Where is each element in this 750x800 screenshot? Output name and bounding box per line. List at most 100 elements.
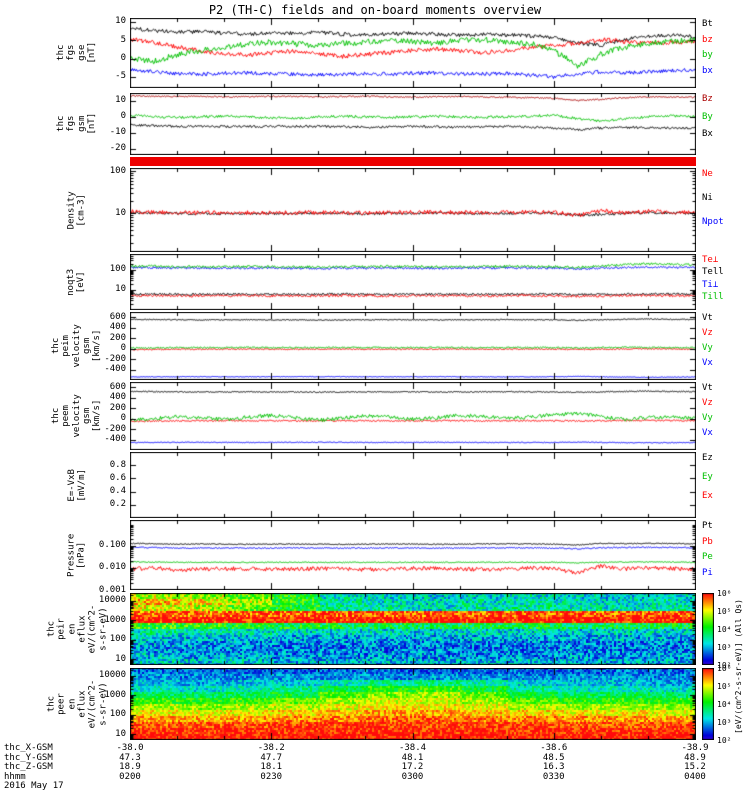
- peir-spec-ytick-10000: 10000: [98, 595, 126, 606]
- efield-trace-label-Ex: Ex: [702, 490, 713, 501]
- axis-value-hhmm-1: 0230: [260, 771, 283, 782]
- efield-trace-label-Ez: Ez: [702, 453, 713, 463]
- pressure-ytick-0.001: 0.001: [98, 584, 126, 595]
- axis-value-thc_Z-GSM-1: 18.1: [260, 762, 283, 772]
- peer-spec-canvas: [130, 668, 696, 740]
- axis-value-thc_Y-GSM-2: 48.1: [401, 752, 424, 763]
- peir-spec-colorbar-tick-4: 10²: [717, 661, 732, 670]
- peer-spec-colorbar: [702, 668, 714, 740]
- panel-peer-spec: [130, 668, 696, 740]
- peim-velocity-ytick--400: -400: [104, 364, 126, 375]
- efield-ytick-0.2: 0.2: [109, 499, 126, 510]
- density-trace-label-Ne: Ne: [702, 169, 713, 179]
- peim-velocity-ytick-400: 400: [109, 322, 126, 333]
- temps-trace-label-Ti⊥: Ti⊥: [702, 279, 719, 290]
- peer-spec-ytick-10000: 10000: [98, 670, 126, 681]
- axis-row-label-hhmm: hhmm: [4, 771, 26, 782]
- peer-spec-ytick-10: 10: [115, 728, 126, 739]
- peer-spec-colorbar-tick-2: 10⁴: [717, 700, 732, 709]
- axis-value-hhmm-0: 0200: [119, 771, 141, 782]
- panel-peim-velocity: [130, 312, 696, 380]
- peem-velocity-trace-label-Vx: Vx: [702, 428, 713, 439]
- fgs-gse-ytick--5: -5: [115, 71, 126, 82]
- fgs-gse-ytick-10: 10: [115, 16, 126, 27]
- peir-spec-colorbar-tick-2: 10⁴: [717, 625, 732, 634]
- peir-spec-colorbar-tick-1: 10⁵: [717, 607, 732, 616]
- pressure-ytick-0.010: 0.010: [98, 562, 126, 573]
- fgs-gse-trace-label-bx: bx: [702, 65, 713, 76]
- peim-velocity-trace-label-Vx: Vx: [702, 358, 713, 369]
- temps-ytick-100: 100: [109, 264, 126, 275]
- temps-trace-label-Te⊥: Te⊥: [702, 255, 719, 265]
- peim-velocity-ytick-200: 200: [109, 332, 126, 343]
- axis-value-thc_X-GSM-3: -38.6: [540, 743, 568, 753]
- fgs-gse-ytick-5: 5: [120, 34, 126, 45]
- temps-axis-title: noqt3 [eV]: [28, 254, 126, 310]
- efield-canvas: [130, 452, 696, 518]
- temps-trace-label-Till: Till: [702, 292, 724, 303]
- fgs-gsm-trace-label-Bx: Bx: [702, 129, 713, 140]
- axis-value-hhmm-3: 0330: [542, 771, 565, 782]
- axis-value-thc_Z-GSM-2: 17.2: [401, 762, 424, 772]
- fgs-gse-canvas: [130, 18, 696, 88]
- date-label: 2016 May 17: [4, 781, 64, 791]
- pressure-canvas: [130, 520, 696, 590]
- axis-value-hhmm-4: 0400: [684, 771, 706, 782]
- pressure-ytick-0.100: 0.100: [98, 540, 126, 551]
- peer-spec-colorbar-tick-0: 10⁶: [717, 664, 732, 673]
- peer-spec-colorbar-tick-1: 10⁵: [717, 682, 732, 691]
- axis-value-thc_Z-GSM-0: 18.9: [119, 762, 141, 772]
- density-ytick-10: 10: [115, 207, 126, 218]
- peim-velocity-trace-label-Vt: Vt: [702, 313, 713, 323]
- efield-ytick-0.8: 0.8: [109, 459, 126, 470]
- peir-spec-colorbar: [702, 593, 714, 665]
- peir-spec-canvas: [130, 593, 696, 665]
- peir-spec-ytick-100: 100: [109, 634, 126, 645]
- axis-value-thc_X-GSM-2: -38.4: [398, 743, 427, 753]
- peim-velocity-ytick-0: 0: [120, 343, 126, 354]
- panel-roi-bar: [130, 157, 696, 166]
- panel-pressure: [130, 520, 696, 590]
- panel-efield: [130, 452, 696, 518]
- peer-spec-colorbar-tick-4: 10²: [717, 736, 732, 745]
- efield-ytick-0.4: 0.4: [109, 486, 126, 497]
- axis-row-label-thc_Z-GSM: thc_Z-GSM: [4, 762, 53, 772]
- pressure-trace-label-Pe: Pe: [702, 552, 713, 563]
- peir-spec-colorbar-tick-3: 10³: [717, 643, 732, 652]
- fgs-gsm-ytick--10: -10: [109, 127, 126, 138]
- temps-trace-label-Tell: Tell: [702, 267, 724, 278]
- peim-velocity-trace-label-Vz: Vz: [702, 328, 713, 339]
- peem-velocity-ytick-200: 200: [109, 402, 126, 413]
- axis-value-thc_Y-GSM-1: 47.7: [260, 752, 283, 763]
- fgs-gsm-trace-label-By: By: [702, 111, 713, 122]
- peir-spec-colorbar-tick-0: 10⁶: [717, 589, 732, 598]
- panel-density: [130, 168, 696, 252]
- roi-bar-canvas: [130, 157, 696, 166]
- axis-value-thc_Y-GSM-3: 48.5: [542, 752, 565, 763]
- efield-trace-label-Ey: Ey: [702, 471, 713, 482]
- peem-velocity-ytick-0: 0: [120, 413, 126, 424]
- fgs-gsm-trace-label-Bz: Bz: [702, 94, 713, 104]
- peem-velocity-ytick--200: -200: [104, 423, 126, 434]
- peem-velocity-ytick--400: -400: [104, 434, 126, 445]
- colorbar-axis-title-text: [eV/(cm^2-s-sr-eV)] (All Qs): [733, 599, 743, 734]
- axis-value-thc_Z-GSM-4: 15.2: [684, 762, 706, 772]
- fgs-gse-ytick-0: 0: [120, 53, 126, 64]
- fgs-gsm-ytick-0: 0: [120, 111, 126, 122]
- panel-fgs-gsm: [130, 93, 696, 155]
- peir-spec-ytick-1000: 1000: [104, 614, 126, 625]
- axis-value-thc_X-GSM-0: -38.0: [116, 743, 144, 753]
- fgs-gsm-ytick--20: -20: [109, 143, 126, 154]
- fgs-gse-trace-label-Bt: Bt: [702, 19, 713, 29]
- axis-value-thc_X-GSM-4: -38.9: [681, 743, 709, 753]
- peem-velocity-ytick-400: 400: [109, 392, 126, 403]
- peem-velocity-trace-label-Vz: Vz: [702, 398, 713, 409]
- axis-value-thc_Z-GSM-3: 16.3: [542, 762, 565, 772]
- panel-peem-velocity: [130, 382, 696, 450]
- temps-ytick-10: 10: [115, 284, 126, 295]
- fgs-gse-trace-label-by: by: [702, 50, 713, 61]
- axis-row-label-thc_X-GSM: thc_X-GSM: [4, 743, 53, 753]
- fgs-gsm-ytick-10: 10: [115, 95, 126, 106]
- peim-velocity-ytick--200: -200: [104, 353, 126, 364]
